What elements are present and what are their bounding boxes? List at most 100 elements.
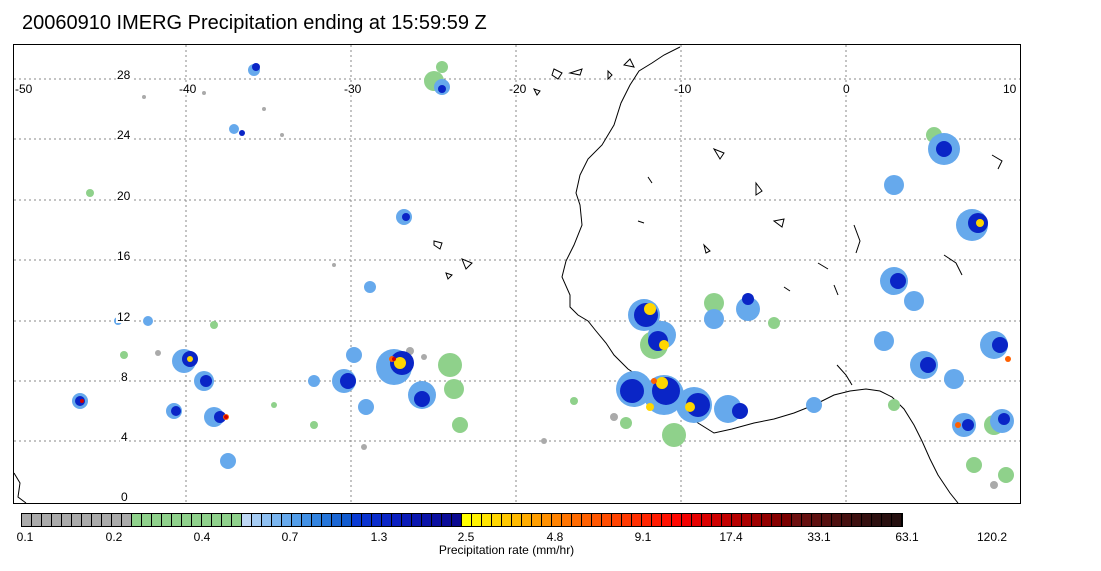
colorbar-swatch <box>432 514 442 526</box>
colorbar-tick-5: 2.5 <box>457 530 475 544</box>
colorbar-swatch <box>102 514 112 526</box>
colorbar-title: Precipitation rate (mm/hr) <box>438 543 575 557</box>
colorbar-swatch <box>282 514 292 526</box>
colorbar-swatch <box>832 514 842 526</box>
lon-label-0: -50 <box>14 82 34 96</box>
colorbar-tick-11: 120.2 <box>976 530 1008 544</box>
colorbar-swatch <box>872 514 882 526</box>
colorbar-swatch <box>612 514 622 526</box>
precipitation-map: -50 -40 -30 -20 -10 0 10 28 24 20 16 12 … <box>13 44 1021 504</box>
colorbar-swatch <box>442 514 452 526</box>
colorbar-swatch <box>462 514 472 526</box>
colorbar-swatch <box>172 514 182 526</box>
colorbar-swatch <box>412 514 422 526</box>
colorbar-swatch <box>332 514 342 526</box>
map-title: 20060910 IMERG Precipitation ending at 1… <box>22 12 487 34</box>
graticule <box>14 45 1020 503</box>
colorbar-swatch <box>382 514 392 526</box>
colorbar-swatch <box>52 514 62 526</box>
colorbar-swatch <box>562 514 572 526</box>
colorbar-swatch <box>142 514 152 526</box>
colorbar-tick-3: 0.7 <box>281 530 299 544</box>
colorbar-swatch <box>452 514 462 526</box>
colorbar-swatch <box>322 514 332 526</box>
coastline <box>14 46 963 503</box>
colorbar-swatch <box>552 514 562 526</box>
colorbar-swatch <box>842 514 852 526</box>
colorbar-swatch <box>262 514 272 526</box>
colorbar-swatch <box>162 514 172 526</box>
colorbar-tick-7: 9.1 <box>634 530 652 544</box>
lat-label-7: 0 <box>120 490 129 504</box>
colorbar-swatch <box>702 514 712 526</box>
colorbar-swatch <box>512 514 522 526</box>
colorbar-swatch <box>532 514 542 526</box>
colorbar-tick-8: 17.4 <box>719 530 743 544</box>
colorbar-swatch <box>82 514 92 526</box>
inland-water <box>433 58 1003 296</box>
lon-label-1: -40 <box>178 82 198 96</box>
colorbar-swatch <box>712 514 722 526</box>
colorbar-swatch <box>112 514 122 526</box>
lon-label-2: -30 <box>343 82 363 96</box>
colorbar-tick-2: 0.4 <box>193 530 211 544</box>
colorbar-swatch <box>522 514 532 526</box>
colorbar-swatch <box>362 514 372 526</box>
colorbar-swatch <box>672 514 682 526</box>
lon-label-5: 0 <box>842 82 851 96</box>
map-canvas <box>14 45 1020 503</box>
colorbar-swatch <box>882 514 892 526</box>
colorbar-swatch <box>212 514 222 526</box>
colorbar-swatch <box>392 514 402 526</box>
colorbar-swatch <box>22 514 32 526</box>
colorbar-swatch <box>182 514 192 526</box>
colorbar-tick-10: 63.1 <box>895 530 919 544</box>
colorbar-swatch <box>782 514 792 526</box>
colorbar-swatch <box>792 514 802 526</box>
colorbar-swatch <box>402 514 412 526</box>
colorbar-swatch <box>202 514 212 526</box>
colorbar-tick-0: 0.1 <box>16 530 34 544</box>
colorbar-swatch <box>642 514 652 526</box>
colorbar-swatch <box>152 514 162 526</box>
colorbar-swatch <box>72 514 82 526</box>
colorbar-swatch <box>472 514 482 526</box>
colorbar-swatch <box>32 514 42 526</box>
colorbar-swatch <box>662 514 672 526</box>
colorbar-swatch <box>732 514 742 526</box>
colorbar-swatch <box>852 514 862 526</box>
lon-label-3: -20 <box>508 82 528 96</box>
lat-label-2: 20 <box>116 189 132 203</box>
colorbar-swatch <box>772 514 782 526</box>
colorbar-swatch <box>482 514 492 526</box>
colorbar-swatch <box>502 514 512 526</box>
colorbar-swatch <box>632 514 642 526</box>
colorbar-swatch <box>132 514 142 526</box>
colorbar-swatch <box>342 514 352 526</box>
lat-label-5: 8 <box>120 370 129 384</box>
lat-label-3: 16 <box>116 249 132 263</box>
colorbar-tick-1: 0.2 <box>105 530 123 544</box>
colorbar-swatch <box>722 514 732 526</box>
colorbar-swatch <box>242 514 252 526</box>
colorbar-swatch <box>822 514 832 526</box>
colorbar-tick-4: 1.3 <box>370 530 388 544</box>
colorbar-swatch <box>592 514 602 526</box>
colorbar-swatch <box>892 514 902 526</box>
colorbar-tick-9: 33.1 <box>807 530 831 544</box>
colorbar-swatch <box>272 514 282 526</box>
lat-label-1: 24 <box>116 128 132 142</box>
lat-label-6: 4 <box>120 430 129 444</box>
colorbar-swatch <box>622 514 632 526</box>
colorbar-swatch <box>92 514 102 526</box>
colorbar-swatch <box>682 514 692 526</box>
colorbar-swatch <box>542 514 552 526</box>
colorbar-swatch <box>742 514 752 526</box>
colorbar-swatch <box>222 514 232 526</box>
colorbar <box>21 513 903 527</box>
colorbar-swatch <box>62 514 72 526</box>
lat-label-4: 12 <box>116 310 132 324</box>
colorbar-swatch <box>422 514 432 526</box>
colorbar-swatch <box>232 514 242 526</box>
colorbar-swatch <box>692 514 702 526</box>
